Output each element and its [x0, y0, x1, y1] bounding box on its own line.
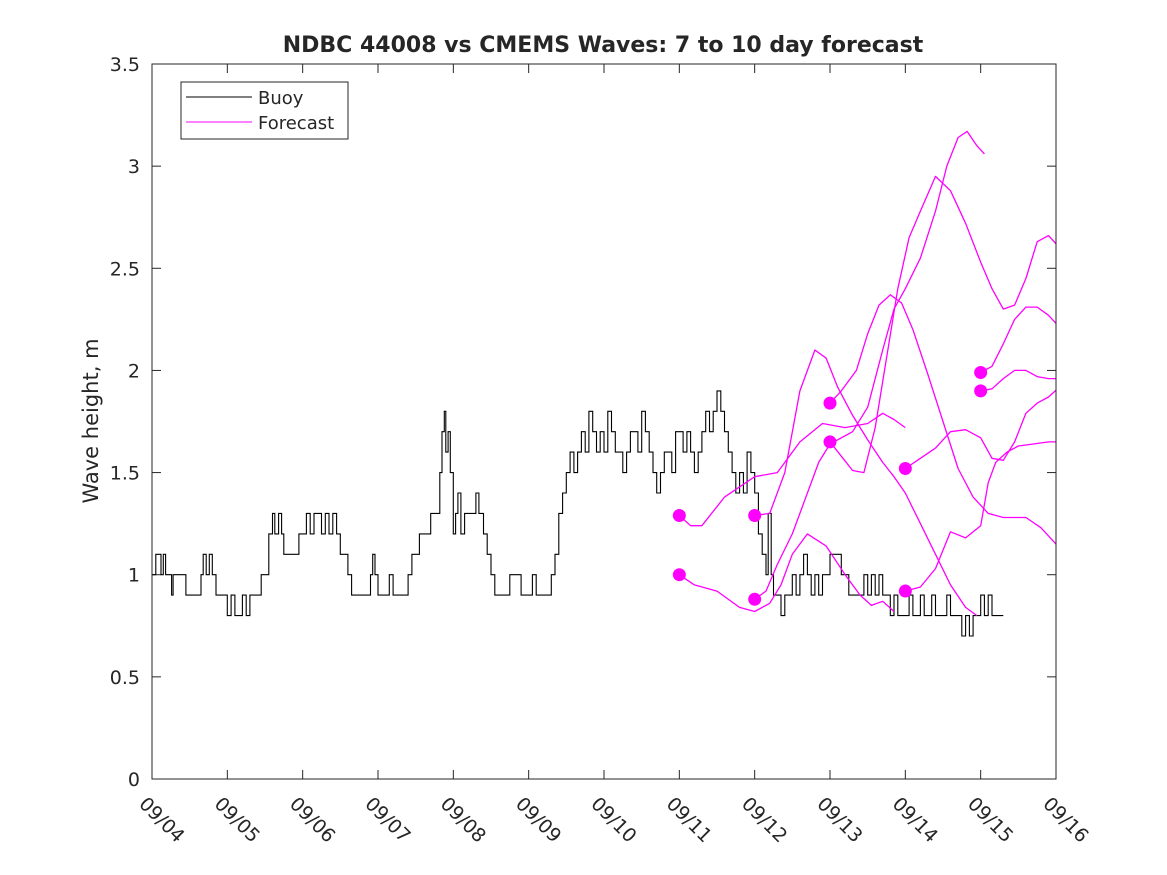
y-tick-label: 0.5: [110, 667, 140, 689]
forecast-start-marker-10: [974, 384, 988, 398]
forecast-start-marker-8: [898, 584, 912, 598]
forecast-series-line-9: [980, 306, 1056, 374]
forecast-start-marker-2: [672, 568, 686, 582]
legend-forecast-label: Forecast: [258, 113, 334, 134]
y-tick-label: 3: [128, 156, 140, 178]
forecast-start-marker-3: [748, 508, 762, 522]
y-tick-label: 1: [128, 565, 140, 587]
forecast-start-marker-4: [748, 592, 762, 606]
y-tick-label: 1.5: [110, 463, 140, 485]
forecast-series-line-1: [678, 412, 906, 527]
legend[interactable]: Buoy Forecast: [180, 81, 349, 140]
y-tick-labels: 0 0.5 1 1.5 2 2.5 3 3.5: [110, 54, 140, 791]
forecast-series-line-6: [829, 175, 1056, 474]
forecast-series-line-5: [829, 294, 1056, 545]
forecast-start-marker-9: [974, 365, 988, 379]
forecast-series-line-4: [754, 130, 985, 600]
forecast-start-marker-5: [823, 396, 837, 410]
forecast-start-marker-1: [672, 508, 686, 522]
forecast-series-line-7: [904, 389, 1056, 470]
y-tick-label: 2: [128, 360, 140, 382]
y-tick-label: 2.5: [110, 258, 140, 280]
y-tick-label: 3.5: [110, 54, 140, 76]
forecast-series-line-3: [754, 349, 978, 617]
y-axis-label: Wave height, m: [79, 338, 103, 503]
forecast-series-line-2: [678, 533, 895, 613]
y-tick-label: 0: [128, 769, 140, 791]
forecast-start-marker-7: [898, 461, 912, 475]
axes-frame: [151, 63, 1057, 780]
legend-buoy-label: Buoy: [258, 88, 304, 109]
chart-title: NDBC 44008 vs CMEMS Waves: 7 to 10 day f…: [283, 33, 924, 58]
legend-box: [180, 81, 349, 140]
forecast-start-marker-6: [823, 435, 837, 449]
buoy-series-line: [152, 390, 1004, 637]
forecast-series-line-10: [980, 369, 1056, 392]
forecast-series-line-8: [905, 441, 1056, 592]
plot-area: [152, 130, 1056, 637]
